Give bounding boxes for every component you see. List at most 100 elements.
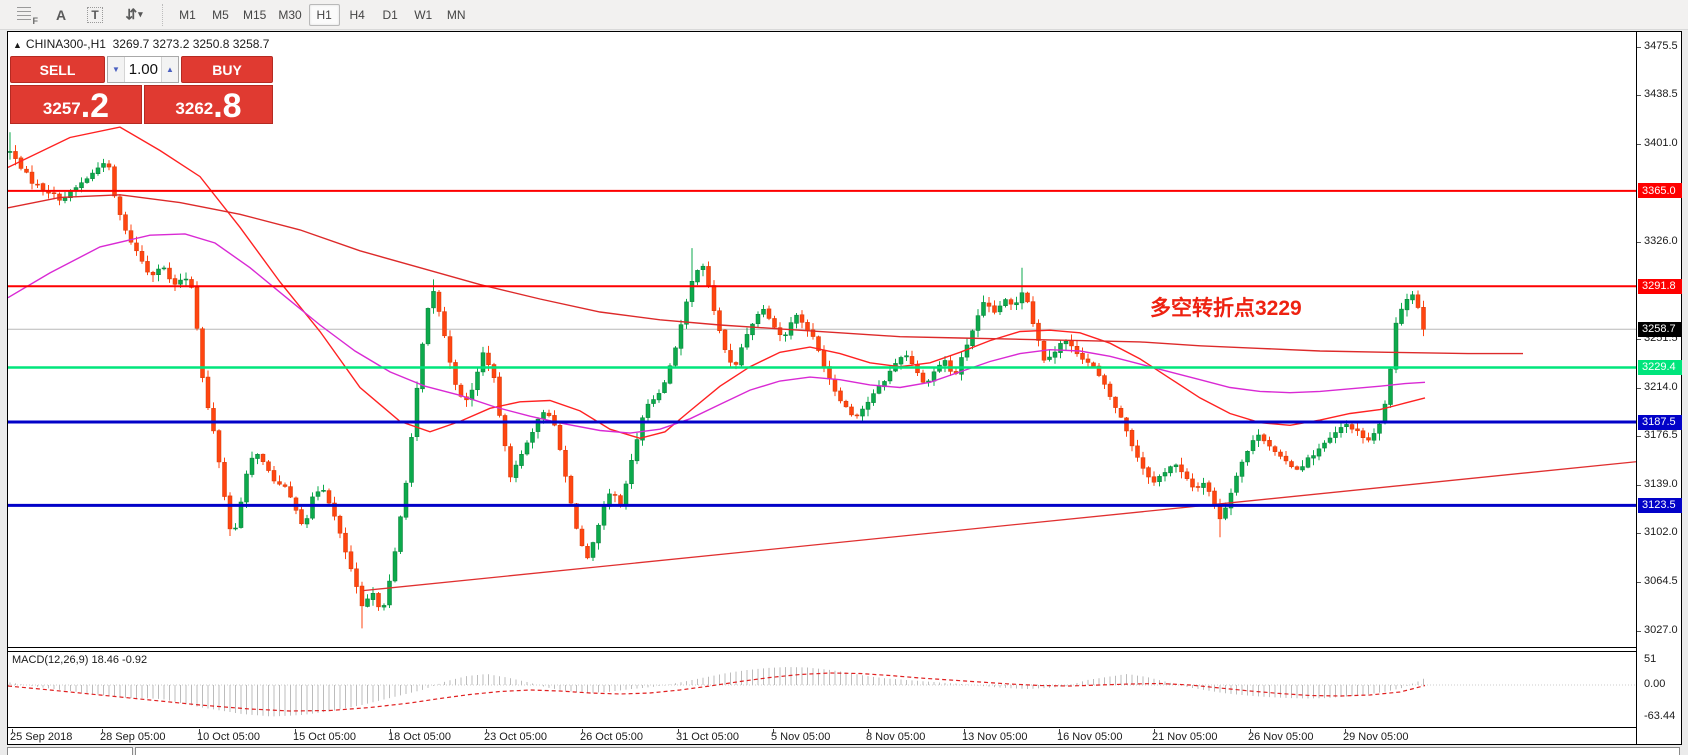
time-tick [390, 729, 391, 733]
chart-tab[interactable] [7, 747, 133, 755]
time-tick [1154, 729, 1155, 733]
timeframe-button-m15[interactable]: M15 [243, 7, 267, 22]
time-tick [295, 729, 296, 733]
chart-tab-2[interactable] [135, 747, 1680, 755]
macd-canvas [7, 667, 1636, 717]
time-axis[interactable]: 25 Sep 2018 28 Sep 05:00 10 Oct 05:00 15 Oc… [8, 729, 1636, 745]
time-tick-label: 10 Oct 05:00 [197, 731, 260, 743]
price-tick-label: 3475.5 [1644, 40, 1678, 52]
timeframe-button-m5[interactable]: M5 [212, 7, 229, 22]
timeframe-button-d1[interactable]: D1 [382, 7, 398, 22]
arrows-glyph: ⇵ [125, 6, 137, 22]
time-tick [102, 729, 103, 733]
timeframe-button-w1[interactable]: W1 [414, 7, 433, 22]
macd-indicator-label: MACD(12,26,9) 18.46 -0.92 [12, 654, 148, 666]
price-tick [1637, 485, 1641, 487]
price-tick [1637, 436, 1641, 438]
level-price-chip: 3187.5 [1638, 414, 1682, 430]
level-price-chip: 3229.4 [1638, 359, 1682, 375]
time-tick-label: 25 Sep 2018 [10, 731, 73, 743]
text-box-icon[interactable]: T [78, 3, 112, 27]
price-tick-label: 3214.0 [1644, 380, 1678, 393]
symbol-marker-icon: ▲ [13, 40, 22, 50]
price-tick-label: 3326.0 [1644, 234, 1678, 247]
time-tick [582, 729, 583, 733]
candlestick-chart[interactable]: ▲ CHINA300-,H1 3269.7 3273.2 3250.8 3258.… [8, 32, 1636, 646]
price-tick-label: 3064.5 [1644, 575, 1678, 588]
chart-window: ▲ CHINA300-,H1 3269.7 3273.2 3250.8 3258.… [7, 31, 1682, 745]
main-chart-canvas[interactable] [8, 32, 1636, 646]
chart-tab-bar [7, 747, 1682, 755]
time-tick [12, 729, 13, 733]
time-tick [486, 729, 487, 733]
time-tick-label: 16 Nov 05:00 [1057, 731, 1123, 743]
chevron-down-icon: ▾ [138, 9, 143, 19]
price-tick [1637, 47, 1641, 48]
macd-axis-label: -63.44 [1644, 709, 1676, 722]
price-tick [1637, 582, 1641, 584]
volume-increase-button[interactable]: ▲ [161, 57, 178, 82]
time-tick-label: 29 Nov 05:00 [1343, 731, 1409, 743]
time-tick [868, 729, 869, 733]
time-tick-label: 13 Nov 05:00 [962, 731, 1028, 743]
sell-button[interactable]: SELL [10, 56, 105, 83]
text-label-icon[interactable]: A [44, 3, 78, 27]
letter-a-glyph: A [55, 6, 67, 23]
timeframe-button-m1[interactable]: M1 [179, 7, 196, 22]
timeframe-button-m30[interactable]: M30 [278, 7, 302, 22]
time-tick-label: 21 Nov 05:00 [1152, 731, 1218, 743]
sell-price-decimal: .2 [80, 87, 110, 125]
toolbar-separator [162, 3, 163, 26]
volume-stepper: ▼ ▲ [107, 56, 179, 83]
letter-t-glyph: T [87, 6, 103, 23]
grid-f-glyph: F [17, 7, 38, 26]
time-tick-label: 18 Oct 05:00 [388, 731, 451, 743]
price-tick-label: 3139.0 [1644, 478, 1678, 491]
level-price-chip: 3291.8 [1638, 278, 1682, 294]
time-tick [678, 729, 679, 733]
ohlc-readout: 3269.7 3273.2 3250.8 3258.7 [112, 37, 270, 51]
sell-price-quote[interactable]: 3257.2 [10, 85, 142, 124]
time-tick [199, 729, 200, 733]
timeframe-group: M1 M5 M15 M30 H1 H4 D1 W1 MN [171, 3, 473, 26]
timeframe-button-h4[interactable]: H4 [349, 7, 365, 22]
time-tick [1059, 729, 1060, 733]
time-tick-label: 5 Nov 05:00 [771, 731, 831, 743]
price-tick [1637, 387, 1641, 389]
crosshair-grid-f-icon[interactable]: F [10, 3, 44, 27]
price-tick [1637, 95, 1641, 97]
buy-price-main: 3262 [175, 99, 214, 118]
time-tick [773, 729, 774, 733]
time-tick-label: 15 Oct 05:00 [293, 731, 356, 743]
buy-button[interactable]: BUY [181, 56, 273, 83]
time-tick [964, 729, 965, 733]
level-price-chip: 3123.5 [1638, 497, 1682, 513]
time-tick-label: 26 Oct 05:00 [580, 731, 643, 743]
arrow-objects-icon[interactable]: ⇵ ▾ [112, 3, 156, 27]
price-axis[interactable]: 3475.5 3438.5 3401.0 3326.0 3251.5 3214.0 3176… [1636, 32, 1682, 744]
panel-separator[interactable] [8, 647, 1681, 648]
time-tick-label: 23 Oct 05:00 [484, 731, 547, 743]
volume-input[interactable] [125, 57, 161, 82]
timeframe-button-mn[interactable]: MN [446, 7, 466, 22]
level-price-chip: 3365.0 [1638, 183, 1682, 199]
time-tick-label: 28 Sep 05:00 [100, 731, 166, 743]
time-tick-label: 31 Oct 05:00 [676, 731, 739, 743]
price-tick-label: 3027.0 [1644, 624, 1678, 636]
time-tick-label: 8 Nov 05:00 [866, 731, 926, 743]
symbol-name: CHINA300-,H1 [25, 37, 106, 51]
price-tick [1637, 241, 1641, 243]
price-tick [1637, 338, 1641, 340]
price-tick-label: 3401.0 [1644, 137, 1678, 149]
toolbar: F A T ⇵ ▾ M1 M5 M15 M30 H1 H4 D1 W1 MN [0, 0, 1688, 30]
buy-price-quote[interactable]: 3262.8 [144, 85, 273, 124]
price-tick-label: 3102.0 [1644, 526, 1678, 539]
price-tick-label: 3438.5 [1644, 88, 1678, 101]
panel-separator-2 [8, 651, 1681, 652]
timeframe-button-h1[interactable]: H1 [308, 3, 340, 26]
chart-annotation-text: 多空转折点3229 [1150, 297, 1302, 320]
macd-panel[interactable]: MACD(12,26,9) 18.46 -0.92 [7, 652, 1636, 728]
macd-axis-label: 51 [1644, 652, 1657, 665]
volume-decrease-button[interactable]: ▼ [108, 57, 125, 82]
